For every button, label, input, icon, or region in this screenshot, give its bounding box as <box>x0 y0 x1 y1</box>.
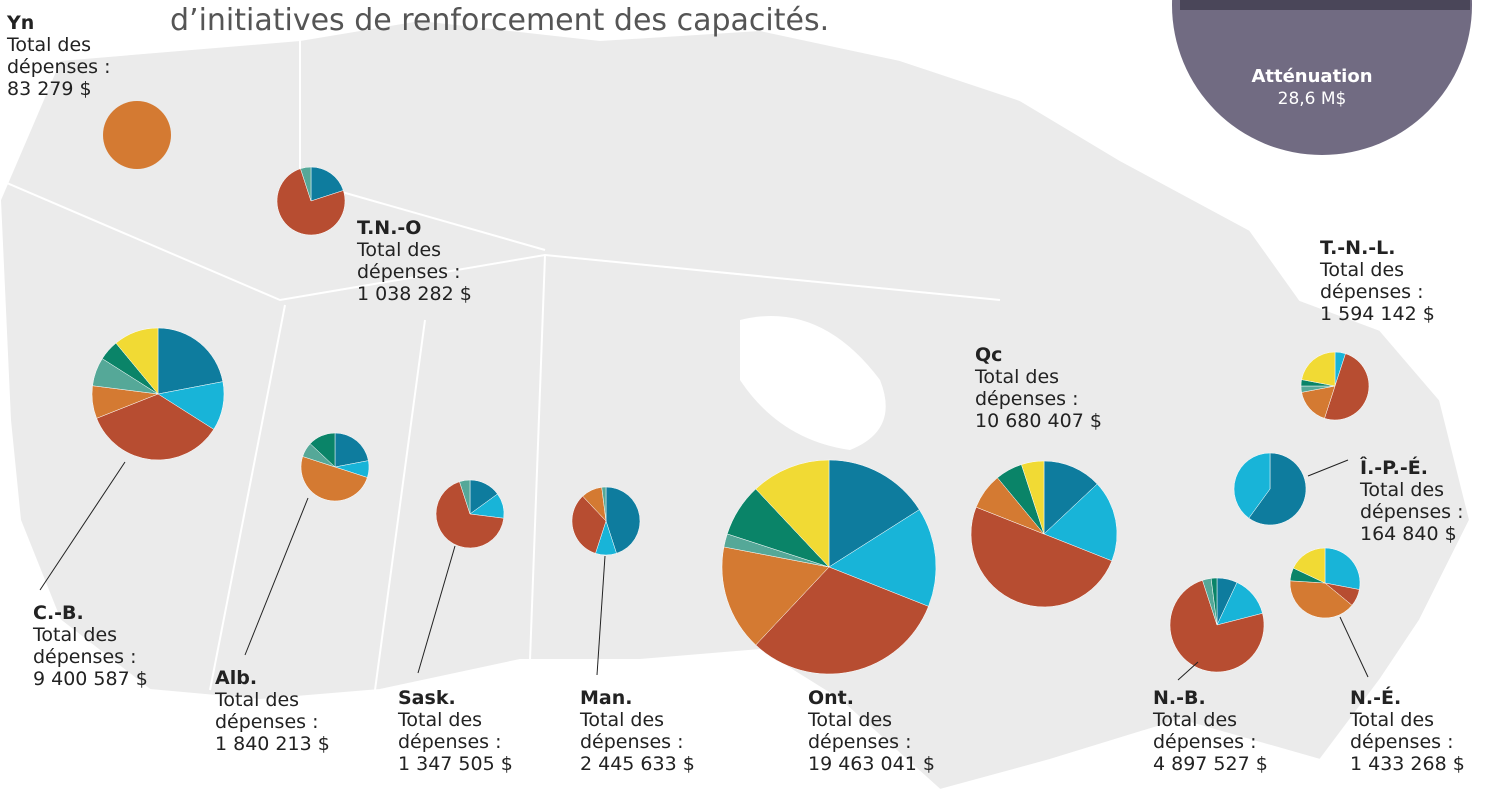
pie-slice <box>755 566 929 675</box>
region-total: 10 680 407 $ <box>975 410 1102 432</box>
pie-slice <box>1324 353 1370 421</box>
leader-line <box>1307 459 1349 477</box>
pie-slice <box>1301 351 1336 387</box>
leader-line <box>417 545 456 674</box>
total-label: Total des <box>356 239 441 261</box>
total-label: dépenses : <box>1350 731 1453 753</box>
pie-slice <box>334 432 369 468</box>
pie-slice <box>1169 579 1265 673</box>
pie-slice <box>115 327 159 395</box>
total-label: Total des <box>397 709 482 731</box>
pie-slice <box>300 456 368 502</box>
region-name: T.N.-O <box>357 217 421 239</box>
pie-slice <box>828 459 920 568</box>
callout-amount: 28,6 M$ <box>1278 89 1347 109</box>
pie-slice <box>157 327 224 395</box>
pie-slice <box>571 495 607 554</box>
pie-slice <box>309 432 336 468</box>
total-label: dépenses : <box>357 261 460 283</box>
region-name: T.-N.-L. <box>1320 237 1396 259</box>
pie-slice <box>601 486 607 522</box>
region-name: N.-É. <box>1350 686 1401 709</box>
total-label: dépenses : <box>1320 281 1423 303</box>
total-label: dépenses : <box>1153 731 1256 753</box>
pie-slice <box>103 101 171 169</box>
total-label: Total des <box>974 366 1059 388</box>
pie-slice <box>1324 547 1361 590</box>
pie-slice <box>1233 452 1271 519</box>
pie-slice <box>755 459 830 568</box>
pie-slice <box>1043 460 1098 535</box>
pie-slice <box>1292 547 1326 584</box>
total-label: Total des <box>1152 709 1237 731</box>
pie-slice <box>1248 452 1307 526</box>
region-total: 1 433 268 $ <box>1350 753 1465 775</box>
pie-slice <box>310 166 344 202</box>
pie-slice <box>721 546 830 646</box>
region-name: Ont. <box>808 687 854 709</box>
region-total: 1 347 505 $ <box>398 753 513 775</box>
pie-slice <box>605 486 641 554</box>
pie-slice <box>459 479 471 515</box>
pie-slice <box>1043 483 1118 562</box>
region-total: 1 840 213 $ <box>215 733 330 755</box>
leader-line <box>596 555 606 676</box>
pie-slice <box>970 506 1113 607</box>
total-label: Total des <box>1319 259 1404 281</box>
region-total: 164 840 $ <box>1360 523 1457 545</box>
region-name: Î.-P.-É. <box>1360 456 1428 479</box>
region-total: 1 038 282 $ <box>357 283 472 305</box>
region-name: C.-B. <box>33 602 84 624</box>
total-label: Total des <box>807 709 892 731</box>
pie-slice <box>96 393 215 461</box>
leader-line <box>244 497 309 656</box>
total-label: dépenses : <box>7 56 110 78</box>
total-label: Total des <box>1359 479 1444 501</box>
leader-line <box>39 461 126 591</box>
total-label: Total des <box>32 624 117 646</box>
region-total: 1 594 142 $ <box>1320 303 1435 325</box>
total-label: Total des <box>579 709 664 731</box>
total-label: dépenses : <box>215 711 318 733</box>
region-name: Yn <box>6 12 34 34</box>
region-total: 83 279 $ <box>7 78 92 100</box>
pie-slice <box>435 481 505 549</box>
total-label: dépenses : <box>808 731 911 753</box>
pie-slice <box>276 168 346 236</box>
region-name: Sask. <box>398 687 456 709</box>
region-total: 4 897 527 $ <box>1153 753 1268 775</box>
pie-slice <box>1021 460 1045 535</box>
region-total: 2 445 633 $ <box>580 753 695 775</box>
pie-slice <box>1289 580 1353 619</box>
region-name: Man. <box>580 687 632 709</box>
callout-band <box>1180 0 1470 10</box>
total-label: Total des <box>1349 709 1434 731</box>
pie-slice <box>300 166 312 202</box>
pie-slice <box>1210 577 1218 626</box>
region-total: 9 400 587 $ <box>33 668 148 690</box>
leader-line <box>1177 661 1199 681</box>
map-background <box>0 18 1472 792</box>
region-name: N.-B. <box>1153 687 1206 709</box>
pie-slice <box>828 509 937 607</box>
total-label: dépenses : <box>975 388 1078 410</box>
callout-circle <box>1172 0 1472 155</box>
total-label: Total des <box>6 34 91 56</box>
total-label: dépenses : <box>580 731 683 753</box>
total-label: dépenses : <box>398 731 501 753</box>
region-name: Qc <box>975 344 1002 366</box>
total-label: Total des <box>214 689 299 711</box>
title-fragment: d’initiatives de renforcement des capaci… <box>170 3 829 38</box>
region-name: Alb. <box>215 667 257 689</box>
leader-line <box>1339 616 1369 678</box>
region-total: 19 463 041 $ <box>808 753 935 775</box>
total-label: dépenses : <box>33 646 136 668</box>
callout-name: Atténuation <box>1251 66 1372 87</box>
total-label: dépenses : <box>1360 501 1463 523</box>
